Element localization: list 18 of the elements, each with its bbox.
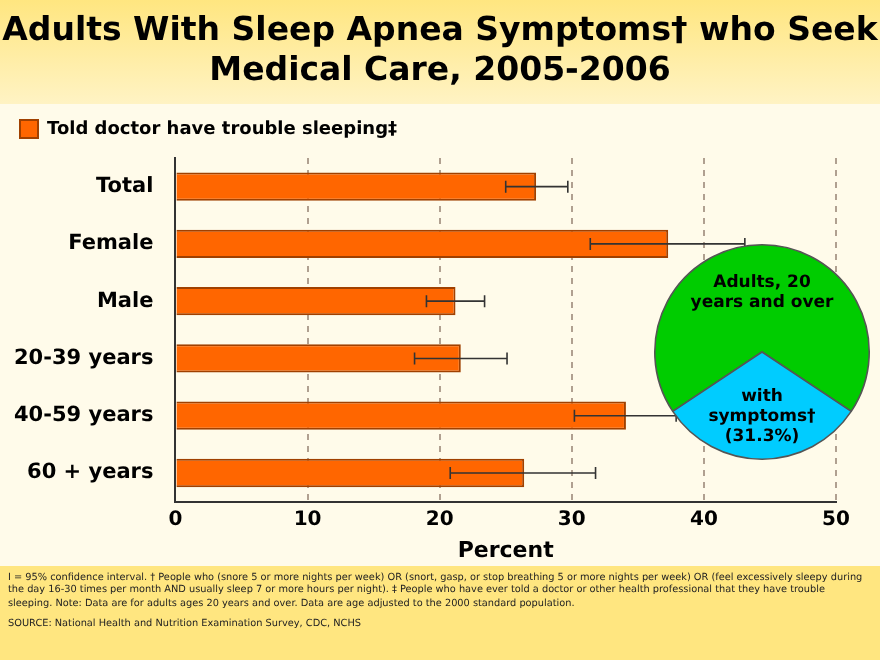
y-tick-label: Total: [96, 174, 154, 199]
x-tick-label: 10: [293, 508, 322, 531]
slice-label: Adults, 20 years and over: [690, 273, 836, 314]
x-tick-label: 30: [557, 508, 586, 531]
x-axis-title: Percent: [457, 536, 554, 563]
y-tick-label: Male: [96, 288, 154, 313]
y-tick-label: Female: [68, 231, 154, 256]
y-tick-label: 60 + years: [27, 460, 154, 485]
legend-label: Told doctor have trouble sleeping‡: [47, 119, 399, 140]
slice-label: with symptoms†: [708, 386, 816, 427]
x-tick-label: 0: [168, 508, 183, 531]
x-tick-label: 50: [822, 508, 850, 531]
chart-title: Adults With Sleep Apnea Symptoms† who Seek Medical Care, 2005-2006: [0, 0, 880, 104]
y-tick-label: 40-59 years: [14, 403, 154, 428]
data-label: (31.3%): [724, 426, 800, 447]
y-tick-label: 20-39 years: [14, 345, 154, 370]
x-tick-label: 40: [689, 508, 718, 531]
x-tick-label: 20: [425, 508, 454, 531]
